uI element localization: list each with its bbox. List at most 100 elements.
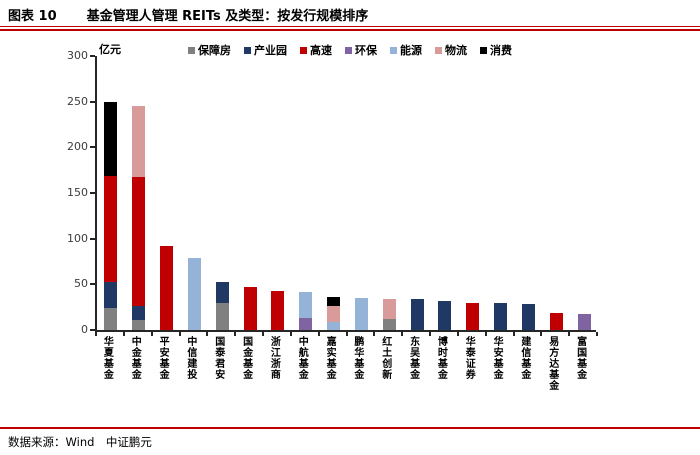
x-axis-tick [289,332,292,336]
legend-item-物流: 物流 [435,42,467,58]
x-axis-tick [234,332,237,336]
bar-segment-保障房-华夏基金 [104,308,118,330]
figure-title-row: 图表 10 基金管理人管理 REITs 及类型：按发行规模排序 [8,5,368,24]
bar-segment-高速-华夏基金 [104,175,118,282]
x-category-label: 红 土 创 新 [382,337,393,381]
bar-segment-物流-中金基金 [132,106,146,178]
bar-segment-消费-嘉实基金 [327,297,341,307]
x-axis-tick [540,332,543,336]
x-category-label: 鹏 华 基 金 [354,337,365,381]
bar-segment-能源-中信建投 [187,257,201,330]
x-axis-line [95,330,596,332]
x-axis-tick [262,332,264,336]
x-category-label: 国 金 基 金 [243,337,254,381]
x-axis-tick [401,332,404,336]
bar-segment-产业园-东吴基金 [410,298,424,330]
y-tick-label: 300 [67,49,88,62]
bar-segment-能源-嘉实基金 [327,321,341,330]
bottom-divider-rule [0,427,700,429]
bar-segment-能源-鹏华基金 [354,298,368,330]
legend-item-能源: 能源 [390,42,422,58]
x-category-label: 东 吴 基 金 [410,337,421,381]
x-category-label: 华 夏 基 金 [103,337,114,381]
figure-label: 图表 10 [8,9,57,24]
y-axis-tick [90,55,95,57]
legend-label: 保障房 [198,44,231,57]
bar-segment-高速-国金基金 [243,287,257,330]
legend-label: 环保 [355,44,377,57]
x-category-label: 平 安 基 金 [159,337,170,381]
bar-segment-保障房-中金基金 [132,319,146,330]
y-tick-label: 0 [81,323,88,336]
bar-segment-环保-富国基金 [577,313,591,330]
y-tick-label: 200 [67,140,88,154]
x-axis-tick [317,332,320,336]
bar-segment-保障房-国泰君安 [215,302,229,330]
legend-label: 消费 [490,44,512,57]
x-axis-tick [345,332,348,336]
legend-swatch-icon [345,46,352,54]
x-axis-tick [178,332,181,336]
y-axis-tick [90,100,95,103]
top-divider-double-rule [0,26,700,31]
x-category-label: 博 时 基 金 [437,337,448,381]
x-category-label: 嘉 实 基 金 [326,337,337,381]
bar-segment-高速-中金基金 [132,177,146,307]
bar-segment-保障房-红土创新 [382,319,396,330]
x-category-label: 建 信 基 金 [521,337,532,381]
figure-title: 基金管理人管理 REITs 及类型：按发行规模排序 [86,9,369,24]
x-category-label: 易 方 达 基 金 [549,337,560,392]
x-category-label: 国 泰 君 安 [215,337,226,381]
bar-segment-高速-华泰证券 [466,302,480,330]
x-axis-tick [429,332,431,336]
legend-swatch-icon [435,46,442,54]
y-tick-label: 250 [67,94,88,108]
legend-label: 能源 [400,44,422,57]
y-tick-label: 50 [74,277,88,291]
y-tick-label: 100 [67,231,88,245]
legend-label: 产业园 [254,44,287,57]
x-category-label: 中 航 基 金 [298,337,309,381]
legend-item-产业园: 产业园 [244,42,287,58]
y-axis-tick [90,192,95,194]
y-axis-unit-label: 亿元 [99,43,121,56]
legend-item-消费: 消费 [480,42,512,58]
x-category-label: 华 安 基 金 [493,337,504,381]
legend-item-高速: 高速 [300,42,332,58]
x-category-label: 中 金 基 金 [131,337,142,381]
legend-swatch-icon [480,46,487,54]
bar-segment-产业园-建信基金 [521,304,535,330]
bar-segment-高速-易方达基金 [549,312,563,330]
x-axis-tick [206,332,209,336]
bar-segment-高速-平安基金 [160,245,174,330]
y-axis-line [95,56,97,330]
y-axis-tick [90,283,95,286]
legend-swatch-icon [390,46,397,54]
chart-legend: 保障房 产业园 高速 环保 能源 物流 消费 [188,42,512,58]
x-axis-tick [596,332,598,336]
bar-segment-消费-华夏基金 [104,101,118,176]
x-axis-tick [150,332,153,336]
bar-segment-高速-浙江浙商 [271,290,285,330]
legend-swatch-icon [244,46,251,54]
legend-label: 物流 [445,44,467,57]
y-axis-tick [90,329,95,331]
x-axis-tick [568,332,571,336]
bar-segment-物流-红土创新 [382,298,396,320]
bar-segment-产业园-华夏基金 [104,281,118,309]
data-source-note: 数据来源：Wind 中证鹏元 [8,435,152,449]
x-category-label: 中 信 建 投 [187,337,198,381]
x-category-label: 富 国 基 金 [577,337,588,381]
legend-swatch-icon [188,46,195,54]
legend-swatch-icon [300,46,307,54]
x-category-label: 浙 江 浙 商 [270,337,281,381]
legend-item-环保: 环保 [345,42,377,58]
bar-segment-产业园-国泰君安 [215,281,229,303]
bar-segment-产业园-华安基金 [494,302,508,330]
bar-segment-能源-中航基金 [299,291,313,319]
x-category-label: 华 泰 证 券 [465,337,476,381]
bar-segment-产业园-中金基金 [132,306,146,320]
x-axis-tick [512,332,515,336]
bar-segment-环保-中航基金 [299,318,313,330]
